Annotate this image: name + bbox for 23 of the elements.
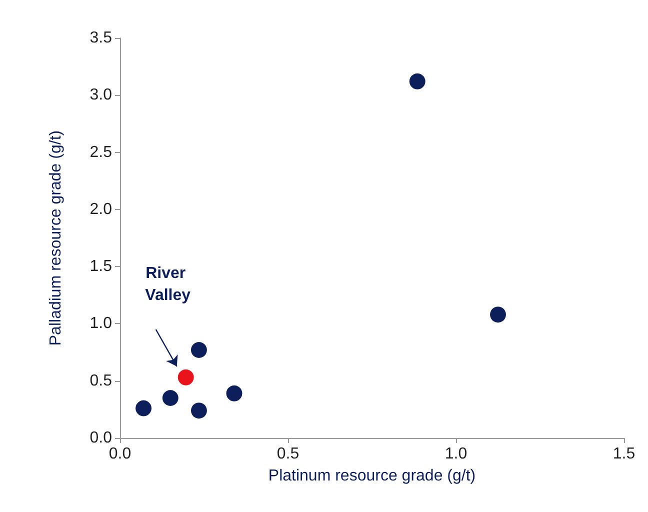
point — [190, 402, 207, 419]
y-tick-label: 1.0 — [90, 315, 112, 332]
y-tick-label: 2.0 — [90, 200, 112, 218]
point — [226, 385, 242, 402]
text: River Valley — [145, 264, 191, 304]
y-tick-label: 0.0 — [90, 430, 112, 446]
point — [178, 369, 194, 386]
y-tick-label: 3.0 — [90, 86, 112, 104]
y-tick-label: 0.5 — [90, 372, 112, 390]
x-tick-label: 0.5 — [276, 446, 300, 462]
point — [162, 390, 178, 406]
x-tick-label: 1.5 — [612, 446, 636, 462]
x-axis-title: Platinum resource grade (g/t) — [268, 468, 476, 484]
point — [190, 342, 207, 358]
point — [409, 73, 426, 90]
y-tick-label: 1.5 — [90, 258, 112, 276]
point — [136, 400, 152, 416]
x-tick-label: 1.0 — [444, 446, 468, 462]
y-tick-label: 3.5 — [90, 30, 112, 46]
point — [490, 306, 506, 323]
x-tick-label: 0.0 — [108, 446, 132, 462]
y-axis-title: Palladium resource grade (g/t) — [48, 130, 64, 346]
y-tick-label: 2.5 — [90, 144, 112, 161]
